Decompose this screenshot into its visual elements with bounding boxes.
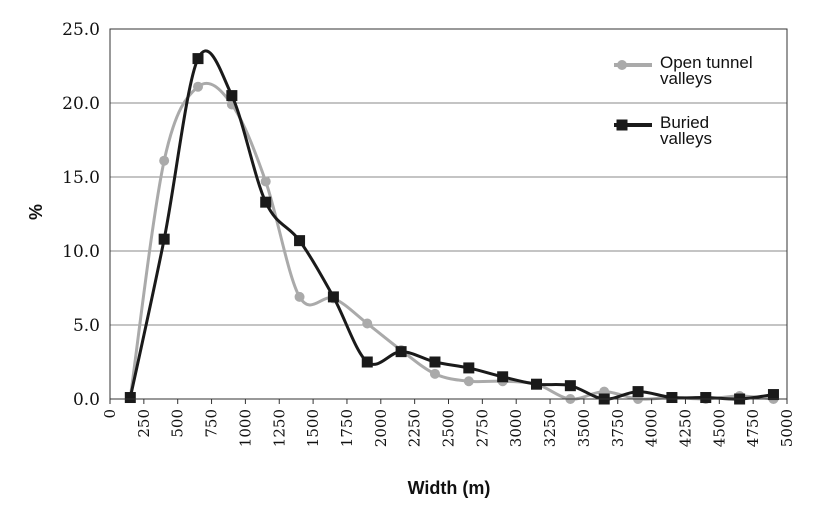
x-tick-label: 1000	[236, 409, 254, 447]
y-tick-label: 20.0	[62, 94, 100, 114]
x-tick-label: 1500	[304, 409, 322, 447]
axes	[109, 28, 788, 404]
x-tick-label: 5000	[778, 409, 796, 447]
x-tick-label: 3000	[507, 409, 525, 447]
y-tick-labels: 0.0 5.0 10.0 15.0 20.0 25.0	[62, 20, 100, 410]
data-point	[193, 81, 204, 92]
y-tick-label: 25.0	[62, 20, 100, 40]
x-tick-label: 4500	[710, 409, 728, 447]
data-point	[362, 318, 373, 329]
x-tick-label: 4750	[744, 409, 762, 447]
series-layer	[124, 49, 779, 405]
x-axis-label: Width (m)	[408, 478, 491, 498]
data-point	[632, 386, 644, 398]
data-point	[463, 362, 475, 374]
data-point	[395, 346, 407, 358]
data-point	[294, 235, 306, 247]
data-point	[700, 392, 712, 404]
data-point	[531, 378, 543, 390]
data-point	[463, 376, 474, 387]
data-point	[260, 176, 271, 187]
data-point	[327, 291, 339, 303]
x-tick-label: 2000	[372, 409, 390, 447]
data-point	[497, 371, 509, 383]
y-tick-label: 0.0	[73, 390, 100, 410]
x-tick-label: 1750	[338, 409, 356, 447]
y-tick-label: 10.0	[62, 242, 100, 262]
data-point	[192, 53, 204, 65]
x-tick-label: 0	[101, 409, 119, 419]
data-point	[124, 392, 136, 404]
legend-item: Buried valleys	[614, 113, 712, 148]
x-tick-label: 2750	[473, 409, 491, 447]
x-tick-labels: 0 250 500 750 1000 1250 1500 1750 2000 2250 2500 27…	[101, 409, 796, 447]
legend-label: Buried valleys	[660, 113, 712, 148]
y-axis-label: %	[26, 204, 46, 220]
y-tick-label: 15.0	[62, 168, 100, 188]
data-point	[361, 356, 373, 368]
data-point	[158, 233, 170, 245]
x-tick-label: 2500	[440, 409, 458, 447]
data-point	[767, 389, 779, 401]
x-tick-label: 250	[135, 409, 153, 438]
legend-label: Open tunnel valleys	[660, 53, 753, 88]
x-tick-label: 3250	[541, 409, 559, 447]
x-tick-label: 2250	[406, 409, 424, 447]
data-point	[294, 291, 305, 302]
series-line	[128, 81, 774, 401]
series-line	[128, 49, 774, 401]
x-tick-label: 500	[169, 409, 187, 438]
x-tick-label: 4000	[643, 409, 661, 447]
legend-marker	[617, 60, 627, 70]
data-point	[429, 356, 441, 368]
legend: Open tunnel valleys Buried valleys	[614, 53, 753, 148]
data-point	[429, 368, 440, 379]
x-tick-label: 1250	[270, 409, 288, 447]
legend-marker	[616, 119, 628, 131]
x-tick-label: 750	[203, 409, 221, 438]
x-tick-label: 4250	[676, 409, 694, 447]
x-tick-label: 3500	[575, 409, 593, 447]
data-point	[564, 380, 576, 392]
y-tick-label: 5.0	[73, 316, 100, 336]
data-point	[159, 155, 170, 166]
data-point	[226, 90, 238, 102]
data-point	[260, 196, 272, 208]
x-tick-label: 3750	[609, 409, 627, 447]
legend-item: Open tunnel valleys	[614, 53, 753, 88]
series-2	[124, 49, 779, 405]
data-point	[666, 392, 678, 404]
